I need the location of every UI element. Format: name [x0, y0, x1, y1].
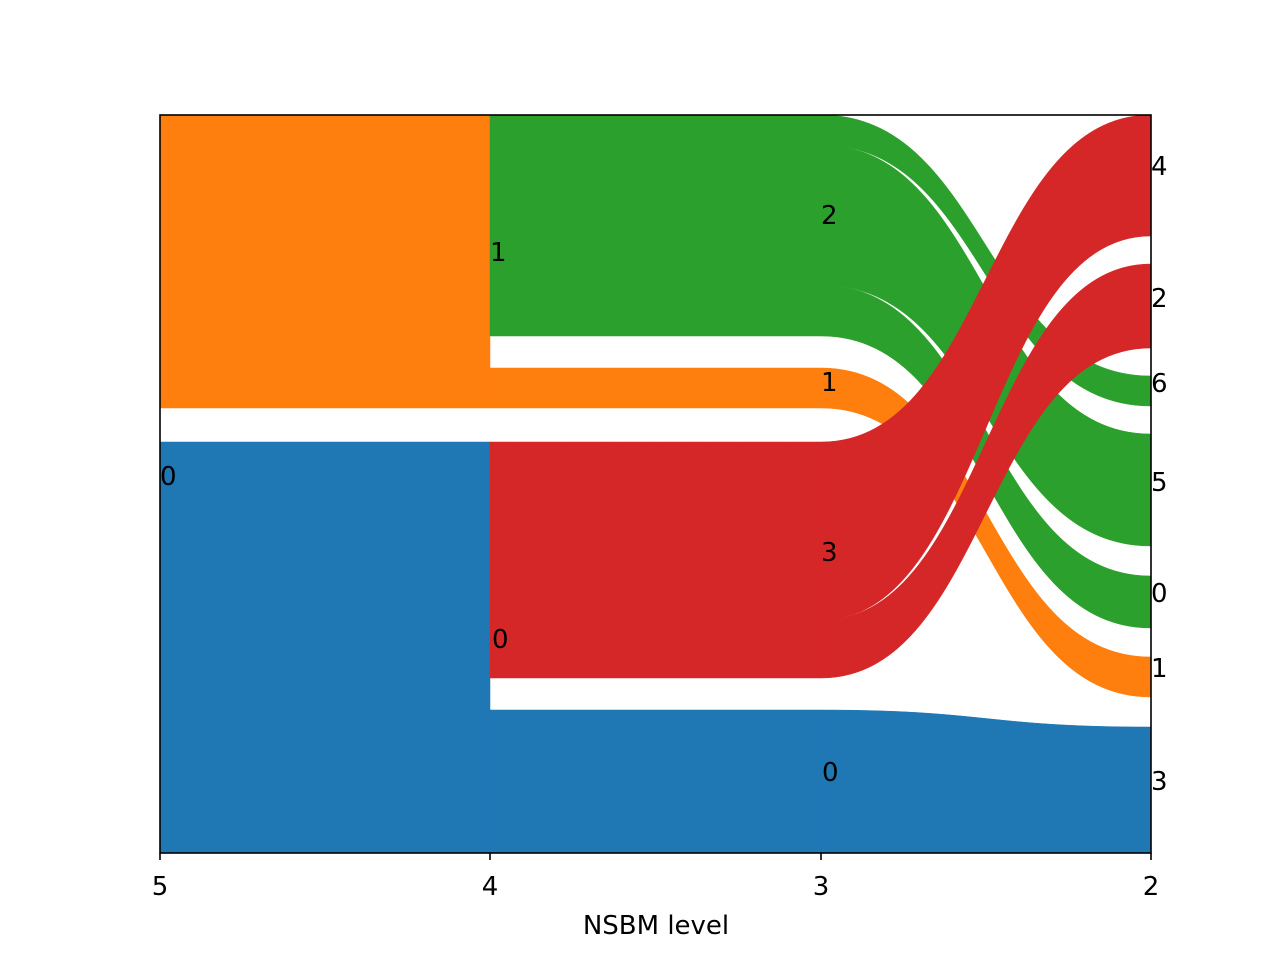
x-tick-label: 3	[813, 872, 830, 902]
flows-layer	[159, 114, 1152, 854]
node-label: 6	[1151, 369, 1168, 399]
node-label: 0	[160, 462, 177, 492]
node-label: 2	[821, 201, 838, 231]
labels-layer: 0 1 0 2 1 3 0 4 2 6 5 0 1 3	[160, 152, 1168, 797]
flow-link	[159, 114, 491, 409]
x-tick-label: 5	[152, 872, 169, 902]
node-label: 1	[821, 368, 838, 398]
x-axis-label: NSBM level	[583, 911, 729, 941]
node-label: 3	[1151, 767, 1168, 797]
node-label: 1	[490, 238, 507, 268]
flow-link	[159, 441, 491, 854]
x-axis: 5 4 3 2	[152, 853, 1160, 902]
node-label: 5	[1151, 468, 1168, 498]
node-label: 0	[492, 625, 509, 655]
node-label: 4	[1151, 152, 1168, 182]
node-label: 0	[1151, 579, 1168, 609]
node-label: 0	[822, 758, 839, 788]
node-label: 2	[1151, 284, 1168, 314]
flow-link	[820, 709, 1152, 854]
flow-link	[489, 441, 822, 679]
node-label: 1	[1151, 654, 1168, 684]
plot-frame	[159, 114, 1152, 854]
flow-link	[489, 709, 822, 854]
flow-link	[489, 114, 822, 337]
x-tick-label: 2	[1143, 872, 1160, 902]
node-label: 3	[821, 538, 838, 568]
x-tick-label: 4	[482, 872, 499, 902]
flow-link	[489, 367, 822, 409]
